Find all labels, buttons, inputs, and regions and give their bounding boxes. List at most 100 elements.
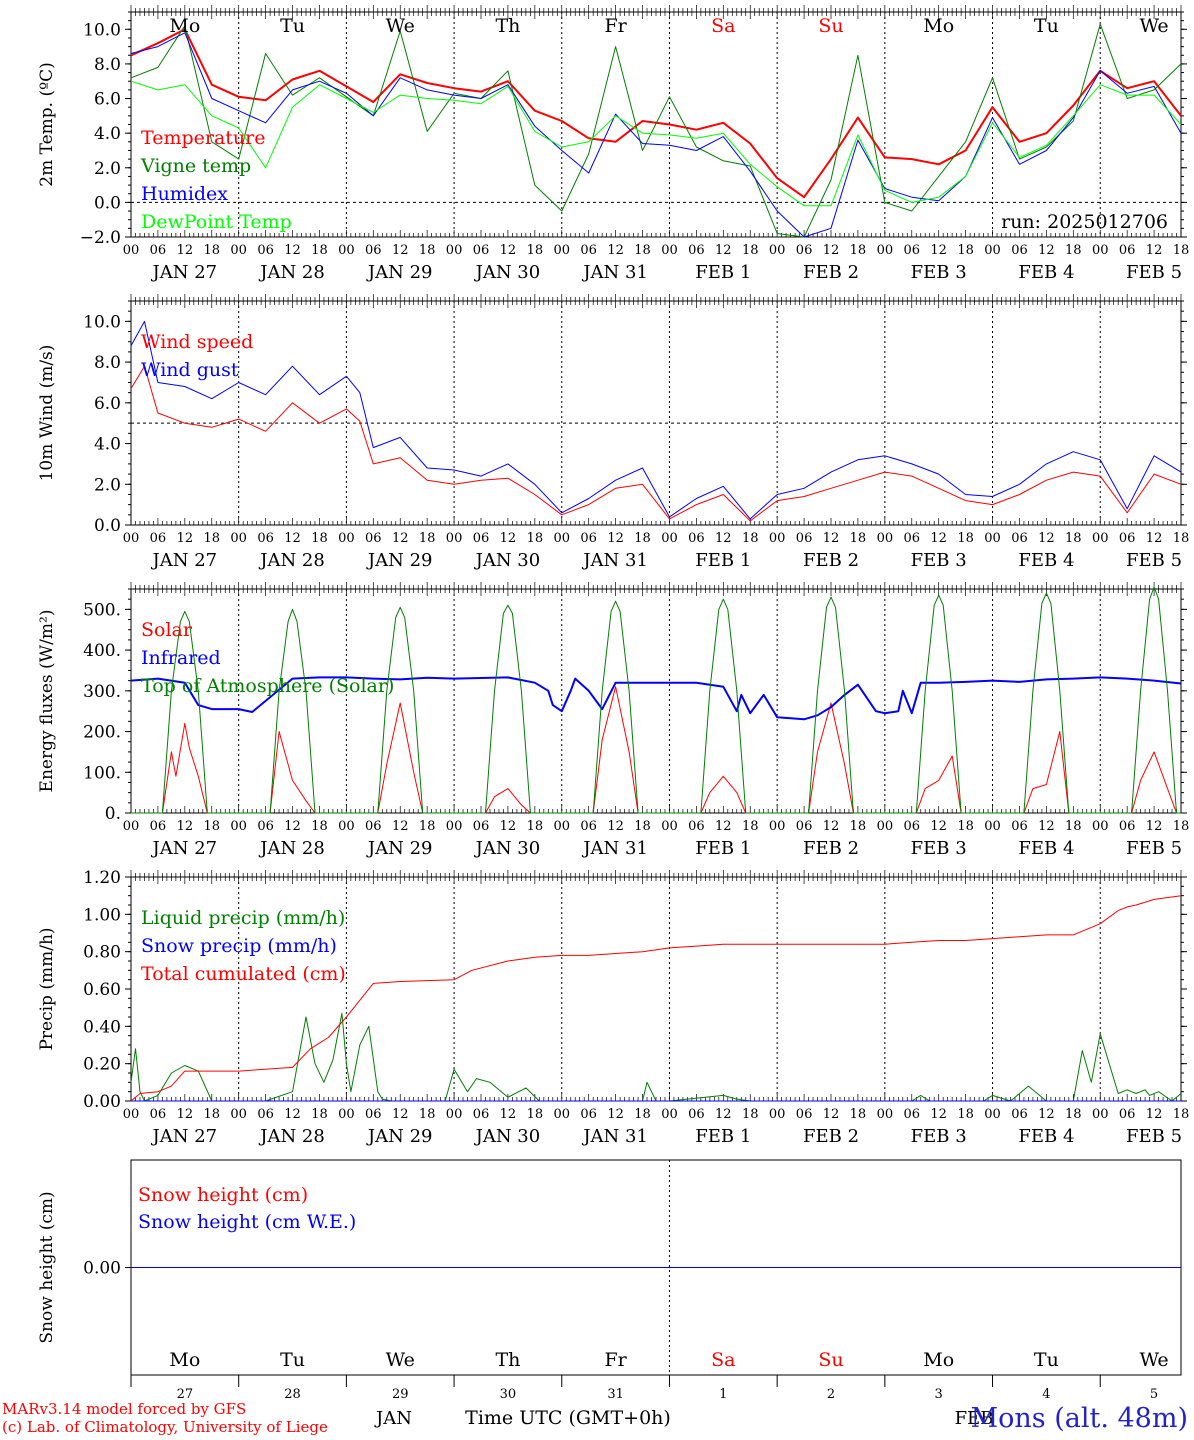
legend-entry: DewPoint Temp [141, 211, 292, 233]
hour-label: 00 [446, 1107, 463, 1122]
credit-line-2: (c) Lab. of Climatology, University of L… [2, 1418, 328, 1436]
hour-label: 12 [715, 1107, 732, 1122]
y-tick-label: 200. [83, 723, 121, 743]
day-number-label: 29 [392, 1387, 409, 1402]
day-name-label: We [386, 1349, 415, 1371]
hour-label: 00 [553, 819, 570, 834]
date-label: JAN 28 [258, 550, 325, 571]
hour-label: 12 [607, 819, 624, 834]
hour-label: 06 [150, 1107, 167, 1122]
hour-label: 00 [984, 819, 1001, 834]
hour-label: 06 [903, 531, 920, 546]
day-name-label: Su [818, 15, 843, 37]
hour-label: 00 [661, 243, 678, 258]
day-number-label: 4 [1042, 1387, 1050, 1402]
date-label: JAN 30 [474, 1126, 541, 1147]
hour-label: 18 [1173, 819, 1190, 834]
hour-label: 00 [769, 1107, 786, 1122]
hour-label: 06 [365, 243, 382, 258]
hour-label: 18 [957, 531, 974, 546]
series-line-solar [131, 686, 1181, 814]
date-label: JAN 29 [366, 838, 433, 859]
y-tick-label: 0.00 [83, 1259, 121, 1279]
hour-label: 18 [203, 819, 220, 834]
legend-entry: Vigne temp [140, 155, 251, 177]
hour-label: 12 [1038, 1107, 1055, 1122]
hour-label: 00 [661, 819, 678, 834]
series-line-dewpoint-temp [130, 80, 1182, 207]
hour-label: 06 [473, 1107, 490, 1122]
hour-label: 18 [203, 1107, 220, 1122]
hour-label: 06 [257, 819, 274, 834]
hour-label: 18 [419, 819, 436, 834]
hour-label: 06 [1119, 1107, 1136, 1122]
date-label: JAN 31 [581, 1126, 648, 1147]
date-label: JAN 29 [366, 1126, 433, 1147]
legend-entry: Infrared [141, 647, 221, 669]
hour-label: 06 [150, 819, 167, 834]
hour-label: 18 [311, 1107, 328, 1122]
hour-label: 00 [338, 243, 355, 258]
hour-label: 06 [365, 1107, 382, 1122]
hour-label: 12 [607, 531, 624, 546]
hour-label: 18 [957, 1107, 974, 1122]
date-label: JAN 27 [151, 1126, 218, 1147]
hour-label: 00 [553, 531, 570, 546]
date-label: FEB 1 [695, 550, 751, 571]
series-line-humidex [130, 32, 1182, 238]
y-tick-label: 10.0 [83, 20, 121, 40]
date-label: JAN 28 [258, 838, 325, 859]
hour-label: 12 [930, 531, 947, 546]
credit-line-1: MARv3.14 model forced by GFS [2, 1400, 247, 1418]
hour-label: 12 [823, 1107, 840, 1122]
hour-label: 06 [257, 1107, 274, 1122]
hour-label: 06 [150, 531, 167, 546]
y-tick-label: 1.00 [83, 905, 121, 925]
hour-label: 12 [177, 1107, 194, 1122]
date-label: JAN 30 [474, 262, 541, 283]
y-tick-label: 0.0 [94, 516, 121, 536]
hour-label: 12 [500, 1107, 517, 1122]
series-line-top-of-atmosphere-solar- [131, 586, 1181, 814]
hour-label: 00 [123, 531, 140, 546]
hour-label: 00 [769, 243, 786, 258]
hour-label: 12 [1146, 531, 1163, 546]
hour-label: 00 [230, 531, 247, 546]
x-axis-label: Time UTC (GMT+0h) [465, 1407, 671, 1429]
month-label: FEB [955, 1408, 994, 1429]
hour-label: 06 [580, 819, 597, 834]
y-tick-label: 0.20 [83, 1055, 121, 1075]
day-name-label: Th [495, 1349, 520, 1371]
date-label: JAN 27 [151, 838, 218, 859]
day-number-label: 27 [177, 1387, 194, 1402]
y-tick-label: 2.0 [94, 475, 121, 495]
hour-label: 18 [742, 819, 759, 834]
date-label: FEB 5 [1126, 262, 1182, 283]
hour-label: 18 [1065, 1107, 1082, 1122]
y-tick-label: 400. [83, 641, 121, 661]
hour-label: 06 [1119, 531, 1136, 546]
hour-label: 18 [634, 819, 651, 834]
hour-label: 06 [688, 531, 705, 546]
month-label: JAN [374, 1408, 412, 1429]
date-label: FEB 2 [803, 550, 859, 571]
hour-label: 12 [1038, 531, 1055, 546]
hour-label: 00 [661, 531, 678, 546]
hour-label: 18 [634, 531, 651, 546]
hour-label: 06 [580, 1107, 597, 1122]
date-label: FEB 3 [911, 838, 967, 859]
date-label: FEB 1 [695, 838, 751, 859]
day-name-label: We [1139, 15, 1168, 37]
hour-label: 18 [1065, 819, 1082, 834]
hour-label: 18 [527, 1107, 544, 1122]
hour-label: 00 [1092, 531, 1109, 546]
y-tick-label: 2.0 [94, 159, 121, 179]
hour-label: 18 [527, 243, 544, 258]
hour-label: 00 [1092, 243, 1109, 258]
day-name-label: Sa [711, 1349, 735, 1371]
legend-entry: Top of Atmosphere (Solar) [141, 675, 394, 697]
date-label: JAN 30 [474, 550, 541, 571]
legend-entry: Wind speed [141, 331, 253, 353]
date-label: JAN 27 [151, 262, 218, 283]
hour-label: 12 [607, 1107, 624, 1122]
